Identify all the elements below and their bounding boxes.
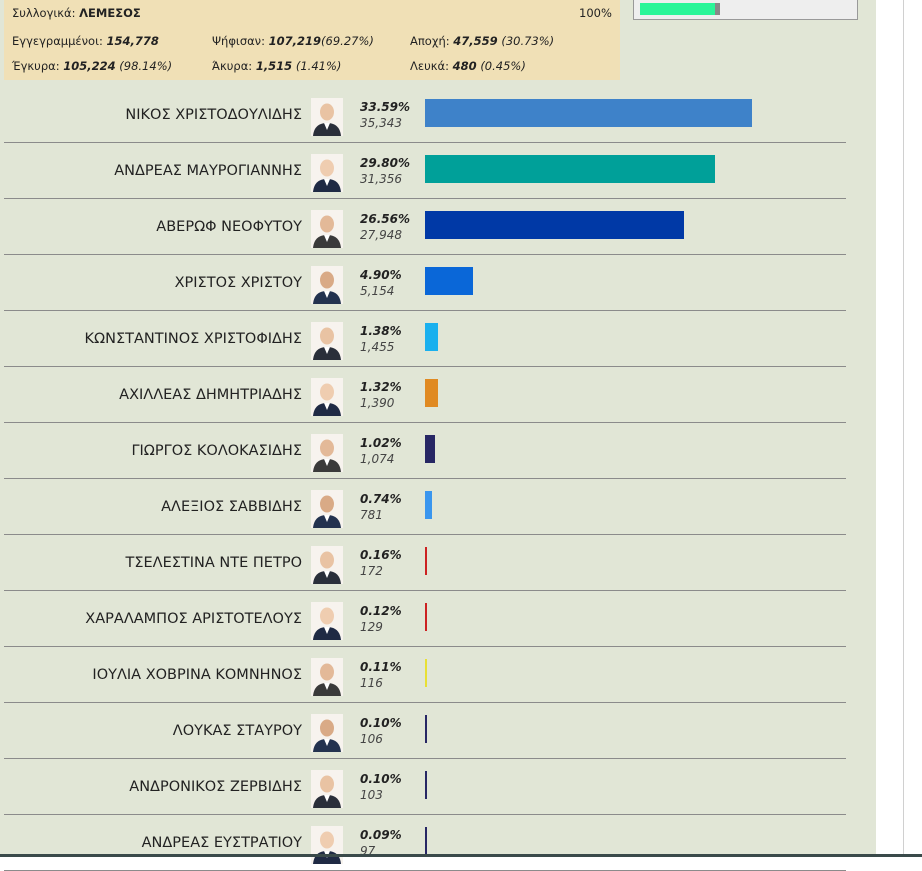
candidate-bar	[425, 99, 752, 127]
candidate-name: ΑΒΕΡΩΦ ΝΕΟΦΥΤΟΥ	[156, 219, 302, 235]
candidate-bar	[425, 491, 433, 519]
candidate-name: ΧΡΙΣΤΟΣ ΧΡΙΣΤΟΥ	[174, 275, 302, 291]
candidate-photo	[311, 546, 343, 584]
count-progress-cap	[714, 3, 720, 15]
count-progress-bar	[633, 0, 858, 20]
candidate-row: ΚΩΝΣΤΑΝΤΙΝΟΣ ΧΡΙΣΤΟΦΙΔΗΣ 1.38% 1,455	[4, 311, 846, 367]
candidate-bar	[425, 659, 427, 687]
voted-stat: Ψήφισαν: 107,219(69.27%)	[212, 34, 374, 48]
candidate-percent: 1.38%	[360, 324, 402, 338]
candidate-row: ΧΡΙΣΤΟΣ ΧΡΙΣΤΟΥ 4.90% 5,154	[4, 255, 846, 311]
candidate-bar	[425, 435, 435, 463]
valid-stat: Έγκυρα: 105,224 (98.14%)	[12, 59, 173, 73]
candidate-percent: 26.56%	[360, 212, 410, 226]
candidate-row: ΑΒΕΡΩΦ ΝΕΟΦΥΤΟΥ 26.56% 27,948	[4, 199, 846, 255]
candidate-bar	[425, 323, 439, 351]
candidate-row: ΑΝΔΡΟΝΙΚΟΣ ΖΕΡΒΙΔΗΣ 0.10% 103	[4, 759, 846, 815]
candidate-percent: 0.11%	[360, 660, 402, 674]
candidate-photo	[311, 154, 343, 192]
candidate-photo	[311, 714, 343, 752]
candidate-photo	[311, 490, 343, 528]
candidate-row: ΙΟΥΛΙΑ ΧΟΒΡΙΝΑ ΚΟΜΝΗΝΟΣ 0.11% 116	[4, 647, 846, 703]
invalid-stat: Άκυρα: 1,515 (1.41%)	[212, 59, 342, 73]
district-title: Συλλογικά: ΛΕΜΕΣΟΣ	[12, 6, 141, 20]
candidate-votes: 103	[360, 788, 383, 802]
abstention-stat: Αποχή: 47,559 (30.73%)	[410, 34, 555, 48]
candidate-bar	[425, 267, 473, 295]
candidate-votes: 129	[360, 620, 383, 634]
candidate-photo	[311, 770, 343, 808]
candidate-photo	[311, 658, 343, 696]
results-panel: Συλλογικά: ΛΕΜΕΣΟΣ 100% Εγγεγραμμένοι: 1…	[0, 0, 876, 871]
count-progress-fill	[640, 3, 715, 15]
candidate-votes: 116	[360, 676, 383, 690]
candidate-votes: 1,390	[360, 396, 395, 410]
candidate-percent: 29.80%	[360, 156, 410, 170]
candidate-bar	[425, 827, 427, 855]
candidate-row: ΑΝΔΡΕΑΣ ΜΑΥΡΟΓΙΑΝΝΗΣ 29.80% 31,356	[4, 143, 846, 199]
candidate-row: ΑΧΙΛΛΕΑΣ ΔΗΜΗΤΡΙΑΔΗΣ 1.32% 1,390	[4, 367, 846, 423]
candidate-votes: 31,356	[360, 172, 402, 186]
candidate-row: ΧΑΡΑΛΑΜΠΟΣ ΑΡΙΣΤΟΤΕΛΟΥΣ 0.12% 129	[4, 591, 846, 647]
candidate-votes: 1,455	[360, 340, 395, 354]
candidate-name: ΑΛΕΞΙΟΣ ΣΑΒΒΙΔΗΣ	[161, 499, 302, 515]
blank-stat: Λευκά: 480 (0.45%)	[410, 59, 526, 73]
candidate-percent: 0.74%	[360, 492, 402, 506]
candidate-bar	[425, 715, 427, 743]
candidate-bar	[425, 379, 438, 407]
candidate-row: ΤΣΕΛΕΣΤΙΝΑ ΝΤΕ ΠΕΤΡΟ 0.16% 172	[4, 535, 846, 591]
candidate-row: ΛΟΥΚΑΣ ΣΤΑΥΡΟΥ 0.10% 106	[4, 703, 846, 759]
candidate-percent: 33.59%	[360, 100, 410, 114]
candidate-photo	[311, 210, 343, 248]
candidate-name: ΤΣΕΛΕΣΤΙΝΑ ΝΤΕ ΠΕΤΡΟ	[125, 555, 303, 571]
candidate-bar	[425, 155, 716, 183]
candidate-photo	[311, 266, 343, 304]
candidate-percent: 4.90%	[360, 268, 402, 282]
candidate-percent: 0.16%	[360, 548, 402, 562]
candidate-name: ΓΙΩΡΓΟΣ ΚΟΛΟΚΑΣΙΔΗΣ	[131, 443, 302, 459]
candidate-votes: 172	[360, 564, 383, 578]
candidate-bar	[425, 547, 427, 575]
candidate-name: ΚΩΝΣΤΑΝΤΙΝΟΣ ΧΡΙΣΤΟΦΙΔΗΣ	[84, 331, 302, 347]
candidate-photo	[311, 98, 343, 136]
candidate-bar	[425, 211, 684, 239]
candidate-name: ΑΝΔΡΕΑΣ ΜΑΥΡΟΓΙΑΝΝΗΣ	[114, 163, 302, 179]
candidate-percent: 0.10%	[360, 772, 402, 786]
candidate-row: ΑΛΕΞΙΟΣ ΣΑΒΒΙΔΗΣ 0.74% 781	[4, 479, 846, 535]
candidate-percent: 1.32%	[360, 380, 402, 394]
candidate-photo	[311, 826, 343, 864]
candidate-votes: 1,074	[360, 452, 395, 466]
candidate-name: ΛΟΥΚΑΣ ΣΤΑΥΡΟΥ	[172, 723, 302, 739]
scrollbar-track[interactable]	[903, 0, 904, 857]
candidate-row: ΝΙΚΟΣ ΧΡΙΣΤΟΔΟΥΛΙΔΗΣ 33.59% 35,343	[4, 87, 846, 143]
candidate-name: ΑΝΔΡΕΑΣ ΕΥΣΤΡΑΤΙΟΥ	[141, 835, 302, 851]
registered-stat: Εγγεγραμμένοι: 154,778	[12, 34, 159, 48]
candidate-votes: 27,948	[360, 228, 402, 242]
candidate-bar	[425, 603, 427, 631]
candidate-percent: 0.09%	[360, 828, 402, 842]
candidate-row: ΓΙΩΡΓΟΣ ΚΟΛΟΚΑΣΙΔΗΣ 1.02% 1,074	[4, 423, 846, 479]
candidate-name: ΑΧΙΛΛΕΑΣ ΔΗΜΗΤΡΙΑΔΗΣ	[119, 387, 302, 403]
candidate-percent: 1.02%	[360, 436, 402, 450]
candidate-name: ΙΟΥΛΙΑ ΧΟΒΡΙΝΑ ΚΟΜΝΗΝΟΣ	[92, 667, 302, 683]
candidate-votes: 781	[360, 508, 383, 522]
candidate-percent: 0.12%	[360, 604, 402, 618]
candidate-name: ΑΝΔΡΟΝΙΚΟΣ ΖΕΡΒΙΔΗΣ	[129, 779, 302, 795]
candidate-votes: 35,343	[360, 116, 402, 130]
candidate-photo	[311, 434, 343, 472]
bottom-border	[0, 854, 922, 857]
candidate-photo	[311, 322, 343, 360]
district-name: ΛΕΜΕΣΟΣ	[79, 6, 141, 20]
candidate-percent: 0.10%	[360, 716, 402, 730]
candidate-row: ΑΝΔΡΕΑΣ ΕΥΣΤΡΑΤΙΟΥ 0.09% 97	[4, 815, 846, 871]
district-summary: Συλλογικά: ΛΕΜΕΣΟΣ 100% Εγγεγραμμένοι: 1…	[4, 0, 620, 80]
candidate-name: ΝΙΚΟΣ ΧΡΙΣΤΟΔΟΥΛΙΔΗΣ	[125, 107, 302, 123]
candidate-photo	[311, 378, 343, 416]
candidate-votes: 5,154	[360, 284, 395, 298]
counted-percent: 100%	[579, 6, 612, 20]
candidate-photo	[311, 602, 343, 640]
candidate-bar	[425, 771, 427, 799]
candidate-votes: 106	[360, 732, 383, 746]
candidate-name: ΧΑΡΑΛΑΜΠΟΣ ΑΡΙΣΤΟΤΕΛΟΥΣ	[85, 611, 302, 627]
